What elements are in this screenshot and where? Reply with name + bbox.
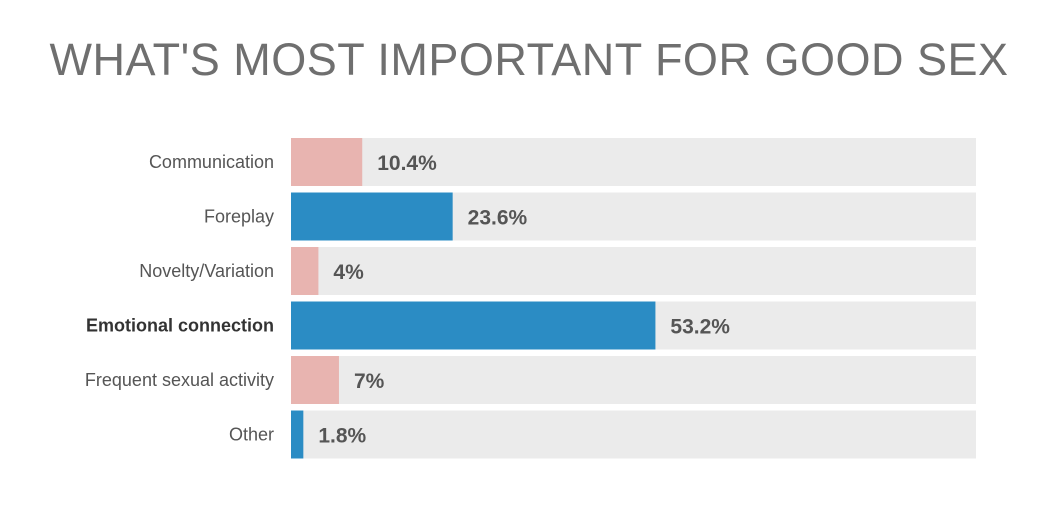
bar [291,410,304,459]
value-label: 10.4% [377,152,437,175]
value-label: 4% [333,261,364,284]
bar-track [291,138,976,186]
value-label: 7% [354,370,385,393]
category-label: Frequent sexual activity [85,370,274,390]
bar [291,301,656,350]
bar-track [291,410,976,459]
bar [291,247,319,295]
category-label: Other [229,425,274,445]
bar [291,356,339,404]
bar-track [291,356,976,404]
bar [291,192,453,241]
value-label: 53.2% [670,316,730,339]
category-label: Emotional connection [86,316,274,336]
chart-title: WHAT'S MOST IMPORTANT FOR GOOD SEX [49,34,1009,85]
bar-track [291,247,976,295]
category-label: Communication [149,152,274,172]
bar [291,138,363,186]
category-label: Novelty/Variation [139,261,274,281]
value-label: 23.6% [468,207,528,230]
category-label: Foreplay [204,207,274,227]
value-label: 1.8% [318,425,366,448]
